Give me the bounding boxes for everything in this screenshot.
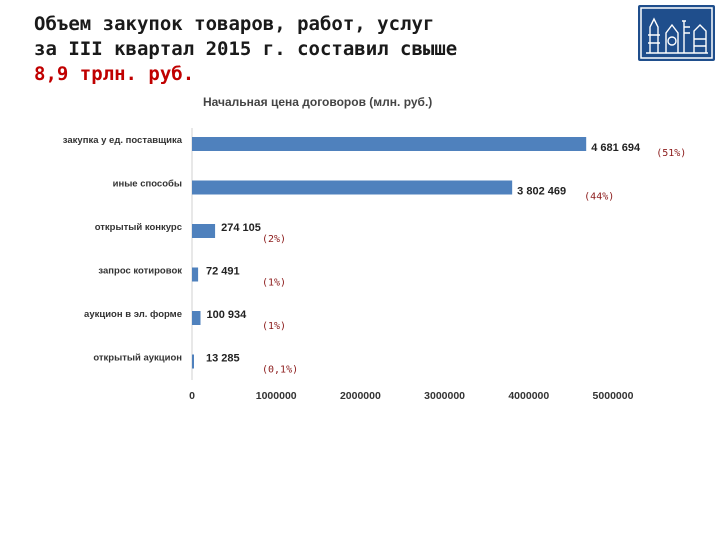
bar-chart: закупка у ед. поставщика 4 681 694 (51%) ин… xyxy=(63,128,686,402)
share-label: (2%) xyxy=(262,234,286,245)
x-tick-label: 3000000 xyxy=(424,390,465,402)
title-highlight: 8,9 трлн. руб. xyxy=(34,63,195,85)
x-tick-label: 0 xyxy=(189,390,195,402)
value-label: 100 934 xyxy=(206,309,247,321)
category-label: закупка у ед. поставщика xyxy=(63,135,183,146)
value-label: 13 285 xyxy=(206,353,240,365)
value-label: 3 802 469 xyxy=(517,186,566,198)
share-label: (0,1%) xyxy=(262,365,298,376)
bar xyxy=(192,354,194,369)
bar xyxy=(192,224,216,238)
chart-title: Начальная цена договоров (млн. руб.) xyxy=(203,95,433,109)
bar xyxy=(192,180,513,195)
x-tick-label: 2000000 xyxy=(340,390,381,402)
value-label: 72 491 xyxy=(206,266,240,278)
title-line-2: за III квартал 2015 г. составил свыше xyxy=(34,38,458,60)
chart-area: закупка у ед. поставщика 4 681 694 (51%) ин… xyxy=(0,90,720,420)
organization-logo xyxy=(638,5,715,61)
category-label: аукцион в эл. форме xyxy=(84,309,182,320)
share-label: (44%) xyxy=(584,192,614,203)
slide-title: Объем закупок товаров, работ, услуг за I… xyxy=(34,12,594,87)
category-label: запрос котировок xyxy=(98,266,182,277)
x-tick-label: 1000000 xyxy=(256,390,297,402)
share-label: (1%) xyxy=(262,278,286,289)
x-tick-label: 5000000 xyxy=(593,390,634,402)
category-label: открытый аукцион xyxy=(93,353,182,364)
title-line-1: Объем закупок товаров, работ, услуг xyxy=(34,13,435,35)
value-label: 274 105 xyxy=(221,222,261,234)
x-tick-label: 4000000 xyxy=(508,390,549,402)
share-label: (1%) xyxy=(262,321,286,332)
value-label: 4 681 694 xyxy=(591,142,641,154)
bar xyxy=(192,311,201,325)
logo-emblem-icon xyxy=(640,7,713,59)
bar xyxy=(192,137,587,151)
share-label: (51%) xyxy=(656,148,686,159)
category-label: иные способы xyxy=(113,179,182,190)
bar xyxy=(192,267,199,282)
category-label: открытый конкурс xyxy=(95,222,182,233)
